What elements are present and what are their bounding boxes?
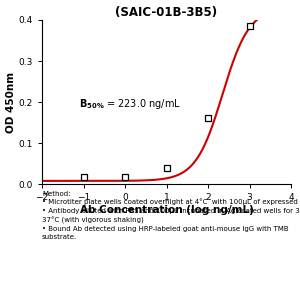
Title: CPTC-CD44-1
(SAIC-01B-3B5): CPTC-CD44-1 (SAIC-01B-3B5)	[116, 0, 218, 19]
Text: $\mathbf{B_{50\%}}$ = 223.0 ng/mL: $\mathbf{B_{50\%}}$ = 223.0 ng/mL	[79, 97, 182, 111]
X-axis label: Ab Concentration (log ng/mL): Ab Concentration (log ng/mL)	[80, 205, 254, 215]
Text: Method:
• Microtiter plate wells coated overnight at 4°C  with 100μL of expresse: Method: • Microtiter plate wells coated …	[42, 190, 300, 239]
Y-axis label: OD 450nm: OD 450nm	[6, 72, 16, 133]
